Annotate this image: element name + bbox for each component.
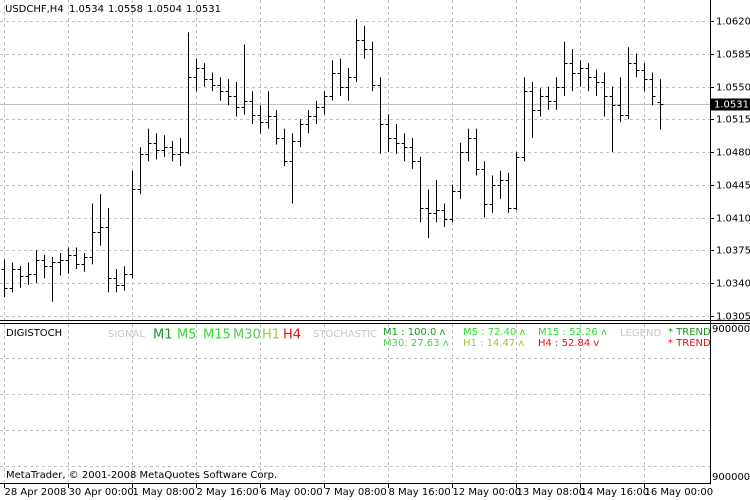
y-tick-label: 1.0585 <box>716 50 750 61</box>
timeframe-signal: H1 <box>262 328 280 343</box>
stochastic-reading: H1 : 14.47 ʌ <box>463 338 524 349</box>
x-tick-label: 8 May 16:00 <box>389 487 451 498</box>
timeframe-signal: M30 <box>233 328 261 343</box>
x-tick-label: 7 May 08:00 <box>325 487 387 498</box>
x-tick-label: 13 May 08:00 <box>517 487 586 498</box>
current-price-label: 1.0531 <box>714 100 749 111</box>
header-low: 1.0504 <box>147 4 182 15</box>
y-tick-label: 1.0620 <box>716 17 750 28</box>
stochastic-reading: M1 : 100.0 ʌ <box>383 327 446 338</box>
symbol: USDCHF,H4 <box>5 4 64 15</box>
stochastic-label: STOCHASTIC <box>313 329 377 340</box>
x-tick-label: 14 May 16:00 <box>581 487 650 498</box>
y-tick-label: 1.0480 <box>716 148 750 159</box>
x-tick-label: 6 May 00:00 <box>261 487 323 498</box>
stochastic-reading: H4 : 52.84 v <box>538 338 599 349</box>
copyright: MetaTrader, © 2001-2008 MetaQuotes Softw… <box>6 470 277 481</box>
stochastic-reading: M15 : 52.26 ʌ <box>538 327 607 338</box>
x-tick-label: 16 May 00:00 <box>645 487 714 498</box>
timeframe-signal: H4 <box>283 328 301 343</box>
legend-entry: * TREND <box>668 338 711 349</box>
legend-label: LEGEND <box>620 328 661 339</box>
header-high: 1.0558 <box>108 4 143 15</box>
y-tick-label: 1.0550 <box>716 83 750 94</box>
legend-entry: * TREND <box>668 327 711 338</box>
x-tick-label: 2 May 16:00 <box>197 487 259 498</box>
signal-label: SIGNAL <box>108 329 145 340</box>
y-tick-label: 1.0375 <box>716 246 750 257</box>
y-tick-label: 1.0445 <box>716 181 750 192</box>
current-price-box <box>711 98 750 111</box>
x-tick-label: 30 Apr 00:00 <box>69 487 134 498</box>
stochastic-reading: M30: 27.63 ʌ <box>383 338 449 349</box>
pane-axis-label: 9000000 <box>712 472 750 483</box>
x-tick-label: 28 Apr 2008 <box>5 487 67 498</box>
x-tick-label: 1 May 08:00 <box>133 487 195 498</box>
header-open: 1.0534 <box>69 4 104 15</box>
x-tick-label: 12 May 00:00 <box>453 487 522 498</box>
pane-axis-label: 9000000 <box>712 324 750 335</box>
y-tick-label: 1.0305 <box>716 312 750 323</box>
y-tick-label: 1.0515 <box>716 115 750 126</box>
axis-cover <box>711 324 750 346</box>
y-tick-label: 1.0410 <box>716 214 750 225</box>
timeframe-signal: M1 <box>153 328 173 343</box>
indicator-name: DIGISTOCH <box>6 328 62 339</box>
header-close: 1.0531 <box>186 4 221 15</box>
stochastic-reading: M5 : 72.40 ʌ <box>463 327 526 338</box>
y-tick-label: 1.0340 <box>716 279 750 290</box>
timeframe-signal: M5 <box>177 328 197 343</box>
timeframe-signal: M15 <box>203 328 231 343</box>
